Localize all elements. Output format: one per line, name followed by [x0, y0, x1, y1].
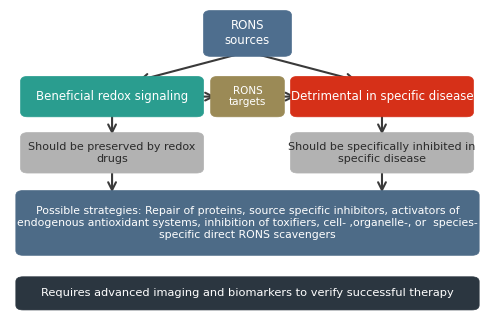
Text: Detrimental in specific disease: Detrimental in specific disease	[291, 90, 473, 103]
FancyBboxPatch shape	[16, 190, 479, 255]
Text: Possible strategies: Repair of proteins, source specific inhibitors, activators : Possible strategies: Repair of proteins,…	[17, 206, 478, 240]
Text: Requires advanced imaging and biomarkers to verify successful therapy: Requires advanced imaging and biomarkers…	[41, 288, 454, 298]
FancyBboxPatch shape	[203, 11, 292, 56]
Text: RONS
sources: RONS sources	[225, 19, 270, 47]
FancyBboxPatch shape	[211, 76, 284, 117]
Text: Beneficial redox signaling: Beneficial redox signaling	[36, 90, 188, 103]
FancyBboxPatch shape	[16, 277, 479, 310]
FancyBboxPatch shape	[21, 76, 203, 117]
FancyBboxPatch shape	[291, 133, 473, 173]
Text: Should be specifically inhibited in
specific disease: Should be specifically inhibited in spec…	[288, 142, 476, 164]
Text: RONS
targets: RONS targets	[229, 86, 266, 107]
Text: Should be preserved by redox
drugs: Should be preserved by redox drugs	[28, 142, 196, 164]
FancyBboxPatch shape	[291, 76, 473, 117]
FancyBboxPatch shape	[21, 133, 203, 173]
